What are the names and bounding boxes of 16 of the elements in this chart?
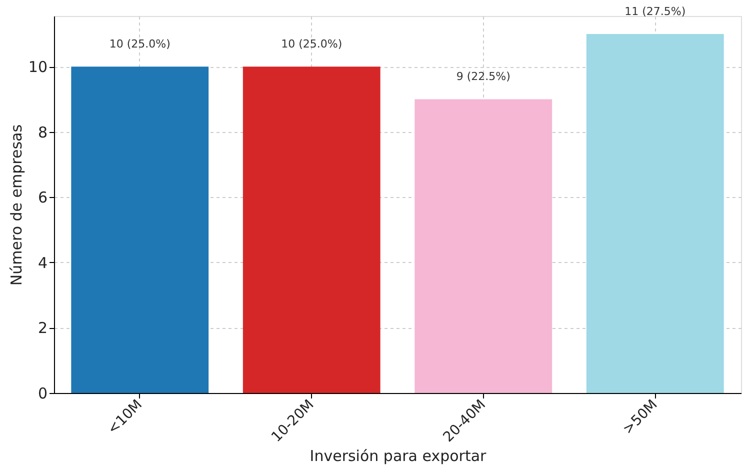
data-label: 9 (22.5%): [456, 70, 510, 84]
bar: [414, 99, 552, 393]
bar: [242, 66, 380, 393]
bar: [586, 34, 724, 393]
y-tick-label: 10: [28, 58, 48, 76]
y-axis-title: Número de empresas: [7, 124, 26, 286]
bar: [71, 66, 209, 393]
y-tick-label: 0: [38, 384, 48, 402]
y-tick-label: 8: [38, 123, 48, 142]
data-label: 10 (25.0%): [281, 38, 342, 51]
x-axis-title: Inversión para exportar: [310, 446, 488, 465]
y-tick-label: 4: [38, 254, 48, 272]
y-tick-label: 2: [38, 319, 48, 338]
data-label: 10 (25.0%): [109, 38, 170, 51]
y-tick-label: 6: [38, 188, 48, 207]
data-label: 11 (27.5%): [624, 4, 686, 18]
